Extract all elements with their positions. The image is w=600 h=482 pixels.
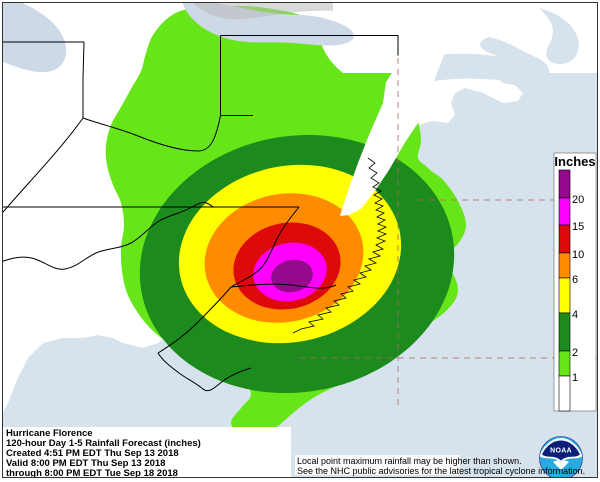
svg-text:10: 10	[572, 249, 584, 261]
svg-text:20: 20	[572, 194, 584, 206]
svg-text:See the NHC public advisories: See the NHC public advisories for the la…	[297, 466, 585, 476]
svg-text:1: 1	[572, 372, 578, 384]
svg-text:2: 2	[572, 347, 578, 359]
svg-text:through 8:00 PM EDT Tue Sep 18: through 8:00 PM EDT Tue Sep 18 2018	[6, 468, 178, 478]
svg-text:15: 15	[572, 221, 584, 233]
svg-text:NOAA: NOAA	[550, 448, 572, 455]
svg-text:Local point maximum rainfall m: Local point maximum rainfall may be high…	[297, 456, 522, 466]
svg-text:6: 6	[572, 274, 578, 286]
svg-text:4: 4	[572, 309, 578, 321]
svg-text:Inches: Inches	[554, 154, 595, 169]
